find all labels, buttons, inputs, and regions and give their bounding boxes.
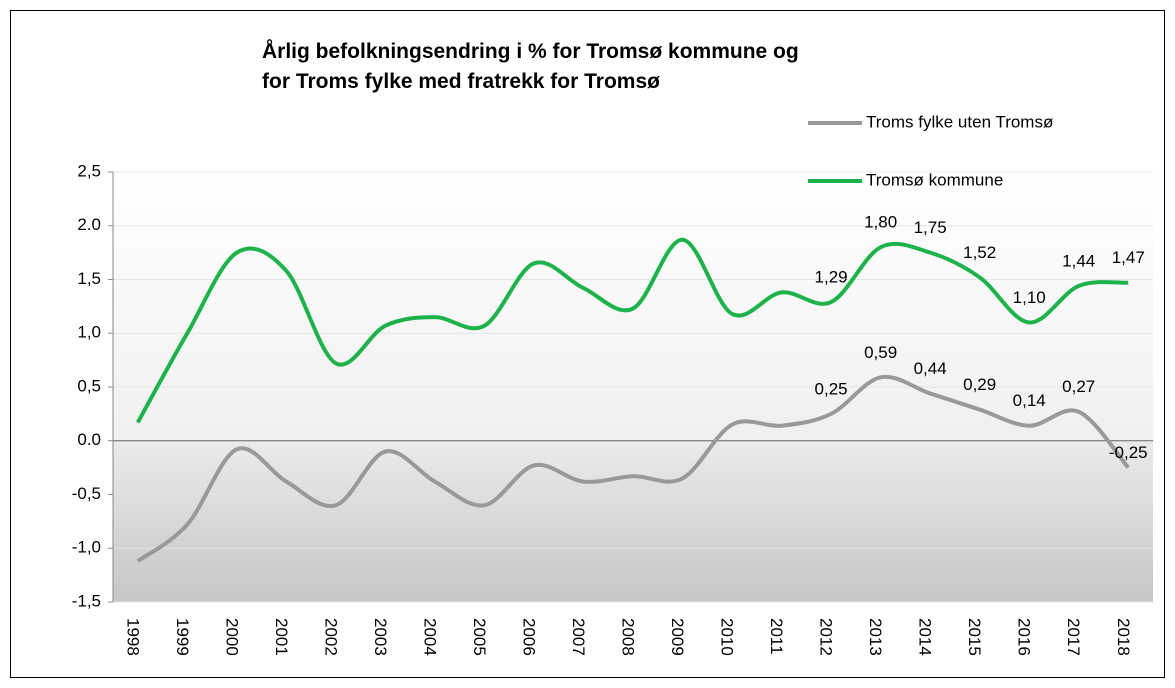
x-tick-label: 2014 bbox=[916, 618, 935, 656]
x-tick-label: 2015 bbox=[965, 618, 984, 656]
legend-label: Troms fylke uten Tromsø bbox=[866, 112, 1053, 131]
y-tick-label: 1,0 bbox=[77, 323, 101, 342]
data-label: 0,25 bbox=[815, 379, 848, 398]
y-tick-label: 1,5 bbox=[77, 269, 101, 288]
y-tick-label: -1,0 bbox=[72, 538, 101, 557]
data-label: 0,59 bbox=[864, 343, 897, 362]
data-label: 1,29 bbox=[815, 268, 848, 287]
data-label: 1,47 bbox=[1112, 248, 1145, 267]
data-label: 1,75 bbox=[914, 218, 947, 237]
y-tick-label: -1,5 bbox=[72, 591, 101, 610]
data-label: 1,44 bbox=[1062, 251, 1095, 270]
x-tick-label: 1999 bbox=[173, 618, 192, 656]
data-label: 0,29 bbox=[963, 375, 996, 394]
x-tick-label: 2000 bbox=[222, 618, 241, 656]
x-tick-label: 2003 bbox=[371, 618, 390, 656]
x-tick-label: 2004 bbox=[420, 618, 439, 656]
series-line bbox=[136, 237, 1129, 424]
x-tick-label: 2016 bbox=[1015, 618, 1034, 656]
x-tick-label: 2007 bbox=[569, 618, 588, 656]
x-tick-label: 2009 bbox=[668, 618, 687, 656]
x-tick-label: 2012 bbox=[817, 618, 836, 656]
series-line bbox=[136, 374, 1130, 563]
data-label: 0,44 bbox=[914, 359, 947, 378]
x-tick-label: 2011 bbox=[767, 618, 786, 655]
y-tick-label: 2,5 bbox=[77, 161, 101, 180]
x-tick-label: 2002 bbox=[321, 618, 340, 656]
x-tick-label: 2006 bbox=[519, 618, 538, 656]
data-label: 0,14 bbox=[1013, 391, 1046, 410]
y-tick-label: 0.0 bbox=[77, 430, 101, 449]
data-label: 1,80 bbox=[864, 213, 897, 232]
data-label: 0,27 bbox=[1062, 377, 1095, 396]
data-label: 1,52 bbox=[963, 243, 996, 262]
x-tick-label: 2013 bbox=[866, 618, 885, 656]
x-tick-label: 2001 bbox=[272, 618, 291, 656]
x-tick-label: 1998 bbox=[123, 618, 142, 656]
x-tick-label: 2017 bbox=[1064, 618, 1083, 656]
y-tick-label: 0,5 bbox=[77, 376, 101, 395]
data-label: 1,10 bbox=[1013, 288, 1046, 307]
x-tick-label: 2008 bbox=[619, 618, 638, 656]
x-tick-label: 2018 bbox=[1114, 618, 1133, 656]
data-label: -0,25 bbox=[1109, 443, 1148, 462]
chart-title: Årlig befolkningsendring i % for Tromsø … bbox=[262, 39, 799, 63]
legend-label: Tromsø kommune bbox=[866, 170, 1003, 189]
plot-background bbox=[113, 172, 1153, 602]
y-tick-label: -0,5 bbox=[72, 484, 101, 503]
y-tick-label: 2.0 bbox=[77, 215, 101, 234]
x-tick-label: 2005 bbox=[470, 618, 489, 656]
plot-area-lower bbox=[113, 440, 1153, 602]
chart-title: for Troms fylke med fratrekk for Tromsø bbox=[262, 70, 660, 93]
x-tick-label: 2010 bbox=[718, 618, 737, 656]
